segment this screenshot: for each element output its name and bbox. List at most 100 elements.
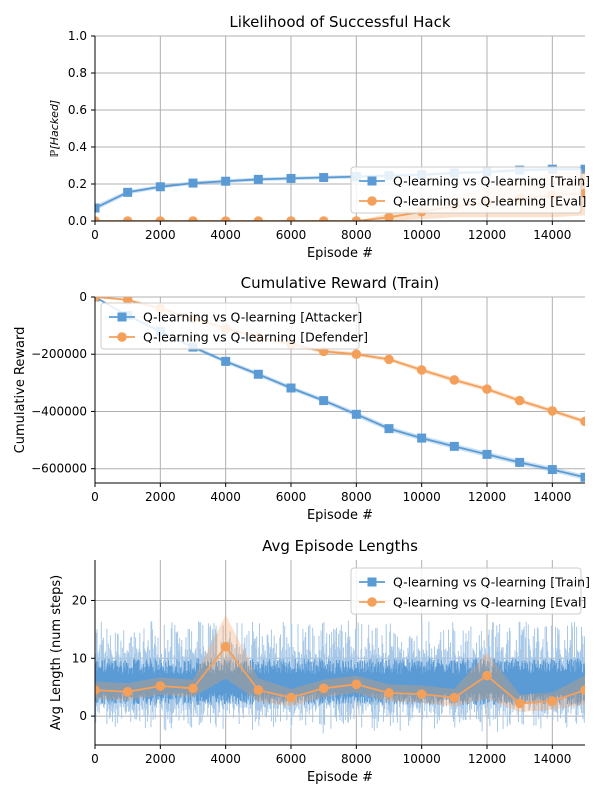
data-point — [515, 457, 525, 467]
x-tick-label: 6000 — [276, 228, 307, 242]
data-point — [188, 178, 198, 188]
y-tick-label: 10 — [72, 651, 87, 665]
data-point — [384, 424, 394, 434]
data-point — [416, 365, 427, 375]
data-point — [580, 164, 585, 174]
y-tick-label: 1.0 — [68, 29, 87, 43]
y-axis-label: ℙ[Hacked] — [48, 100, 61, 157]
y-tick-label: 20 — [72, 593, 87, 607]
data-point — [221, 356, 231, 366]
data-point — [221, 176, 231, 186]
legend-marker — [117, 312, 127, 322]
data-point — [514, 395, 525, 406]
x-tick-label: 8000 — [341, 752, 372, 766]
data-point — [123, 187, 133, 197]
data-point — [188, 216, 198, 221]
x-tick-label: 0 — [91, 228, 99, 242]
data-point — [384, 688, 394, 698]
data-point — [286, 216, 296, 221]
data-point — [253, 174, 263, 184]
legend-marker — [367, 196, 377, 206]
y-axis-label: Avg Length (num steps) — [49, 575, 64, 731]
data-point — [351, 349, 362, 360]
data-point — [318, 683, 329, 694]
y-tick-label: 0 — [79, 709, 87, 723]
legend-box — [350, 567, 582, 615]
data-point — [155, 681, 166, 691]
x-tick-label: 8000 — [341, 228, 372, 242]
x-tick-label: 12000 — [468, 228, 506, 242]
x-tick-label: 12000 — [468, 752, 506, 766]
data-point — [286, 173, 296, 183]
legend-box — [100, 302, 360, 350]
data-point — [122, 216, 133, 221]
data-point — [318, 216, 329, 221]
x-tick-label: 12000 — [468, 490, 506, 504]
data-point — [580, 472, 585, 482]
data-point — [220, 216, 231, 221]
x-tick-label: 14000 — [533, 490, 571, 504]
data-point — [384, 212, 394, 221]
legend-label: Q-learning vs Q-learning [Train] — [393, 174, 590, 189]
series-band — [95, 614, 585, 712]
x-tick-label: 6000 — [276, 752, 307, 766]
legend: Q-learning vs Q-learning [Train] Q-learni… — [350, 567, 590, 615]
x-tick-label: 4000 — [210, 228, 241, 242]
data-point — [188, 683, 198, 694]
y-tick-label: 0.4 — [68, 140, 87, 154]
data-point — [449, 375, 460, 385]
data-point — [95, 203, 100, 213]
legend: Q-learning vs Q-learning [Train] Q-learni… — [350, 166, 590, 214]
data-point — [351, 679, 362, 690]
series-line — [95, 645, 585, 705]
x-tick-label: 0 — [91, 752, 99, 766]
legend-label: Q-learning vs Q-learning [Eval] — [393, 194, 586, 209]
chart-panel-2: 0 2000 4000 6000 8000 10000 12000 14000 0 −200000… — [13, 274, 585, 523]
data-point — [514, 698, 525, 709]
plot-area — [95, 614, 585, 734]
chart-title: Cumulative Reward (Train) — [241, 274, 440, 292]
y-tick-label: 0.2 — [68, 177, 87, 191]
y-tick-label: −200000 — [31, 347, 87, 361]
y-axis-label: Cumulative Reward — [13, 327, 28, 454]
data-point — [482, 449, 492, 459]
y-tick-label: 0.6 — [68, 103, 87, 117]
data-point — [351, 409, 361, 419]
legend-box — [350, 166, 582, 214]
data-point — [580, 416, 585, 427]
x-tick-label: 2000 — [145, 752, 176, 766]
data-point — [95, 685, 100, 695]
data-point — [580, 685, 585, 695]
legend-marker — [367, 597, 377, 607]
x-tick-label: 6000 — [276, 490, 307, 504]
chart-panel-1: 0 2000 4000 6000 8000 10000 12000 14000 0.0 0.2 0.… — [48, 13, 590, 261]
legend: Q-learning vs Q-learning [Attacker] Q-lea… — [100, 302, 368, 350]
data-point — [351, 216, 362, 221]
x-tick-label: 8000 — [341, 490, 372, 504]
y-tick-label: −600000 — [31, 462, 87, 476]
legend-label: Q-learning vs Q-learning [Attacker] — [143, 310, 362, 325]
x-tick-label: 14000 — [533, 752, 571, 766]
legend-label: Q-learning vs Q-learning [Train] — [393, 575, 590, 590]
data-point — [122, 687, 133, 697]
legend-label: Q-learning vs Q-learning [Defender] — [143, 330, 368, 345]
x-tick-label: 10000 — [403, 752, 441, 766]
x-tick-label: 4000 — [210, 490, 241, 504]
data-point — [95, 216, 100, 221]
data-point — [286, 383, 296, 393]
y-tick-label: −400000 — [31, 404, 87, 418]
x-tick-label: 2000 — [145, 228, 176, 242]
data-point — [253, 369, 263, 379]
chart-panel-3: 0 2000 4000 6000 8000 10000 12000 14000 0 10 20 Avg… — [49, 537, 590, 785]
data-point — [155, 182, 165, 192]
data-point — [384, 354, 394, 365]
legend-marker — [367, 577, 377, 587]
data-point — [547, 406, 558, 416]
x-axis-label: Episode # — [307, 508, 373, 523]
data-point — [155, 216, 166, 221]
data-point — [417, 433, 427, 443]
data-point — [547, 696, 558, 706]
x-axis-label: Episode # — [307, 770, 373, 785]
data-point — [482, 670, 492, 681]
